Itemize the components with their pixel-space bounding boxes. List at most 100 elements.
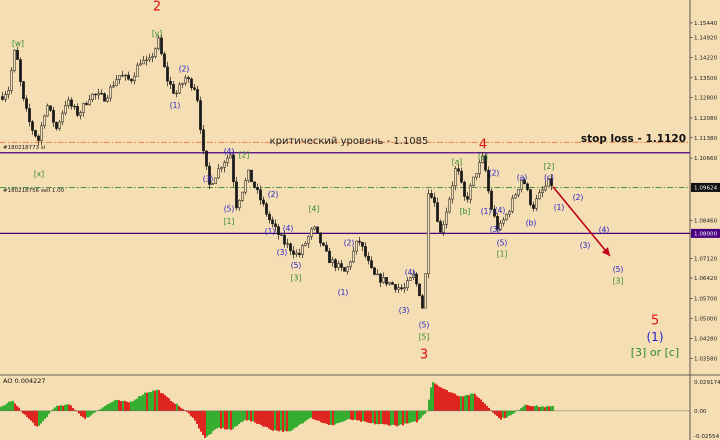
candle-body	[136, 64, 139, 77]
wave-label: [w]	[12, 39, 24, 48]
ao-bar	[294, 410, 296, 428]
ao-bar	[288, 410, 290, 432]
ao-bar	[522, 406, 524, 411]
ao-bar	[520, 408, 522, 411]
ao-bar	[368, 410, 370, 423]
ao-bar	[342, 410, 344, 422]
ao-bar	[534, 405, 536, 411]
ao-bar	[234, 410, 236, 427]
ao-bar	[490, 410, 492, 411]
wave-label: 2	[153, 0, 161, 15]
ao-bar	[324, 410, 326, 424]
wave-label: [y]	[152, 29, 162, 38]
price-axis-tick-label: 1.08000	[694, 231, 718, 237]
ao-axis-tick-label: 0.00	[694, 409, 707, 415]
candle-body	[502, 219, 505, 224]
price-axis-tick-label: 1.10660	[694, 156, 718, 162]
ao-bar	[286, 410, 288, 432]
ao-bar	[390, 410, 392, 426]
wave-label: 4	[479, 137, 487, 152]
candle-body	[232, 154, 235, 183]
ao-bar	[512, 410, 514, 414]
wave-label: [2]	[239, 151, 250, 160]
candle-body	[493, 208, 496, 217]
wave-label: [3]	[613, 276, 624, 285]
candle-body	[211, 183, 214, 185]
candle-body	[247, 169, 250, 181]
ao-bar	[130, 401, 132, 411]
ao-bar	[160, 392, 162, 411]
candle-body	[280, 234, 283, 236]
candle-body	[64, 105, 67, 114]
candle-body	[364, 246, 367, 257]
ao-bar	[510, 410, 512, 416]
ao-bar	[86, 410, 88, 418]
candle-body	[88, 99, 91, 105]
ao-bar	[168, 398, 170, 411]
ao-bar	[262, 410, 264, 427]
ao-bar	[52, 409, 54, 411]
candle-body	[328, 250, 331, 263]
ao-bar	[310, 410, 312, 418]
candle-body	[202, 129, 205, 152]
ao-bar	[388, 410, 390, 426]
candle-body	[235, 181, 238, 209]
ao-bar	[538, 407, 540, 411]
ao-bar	[290, 410, 292, 432]
candle-body	[391, 282, 394, 285]
candle-body	[154, 48, 157, 57]
candle-body	[517, 188, 520, 196]
price-axis-tick-label: 1.15440	[694, 21, 718, 27]
ao-bar	[170, 400, 172, 411]
ao-bar	[228, 410, 230, 430]
candle-body	[256, 187, 259, 190]
candle-body	[52, 109, 55, 123]
ao-bar	[32, 410, 34, 423]
candle-body	[160, 37, 163, 55]
ao-bar	[412, 410, 414, 422]
ao-bar	[146, 392, 148, 411]
ao-bar	[544, 407, 546, 411]
candle-body	[523, 179, 526, 185]
candle-body	[388, 282, 391, 285]
ao-bar	[308, 410, 310, 419]
candle-body	[187, 77, 190, 80]
candle-body	[430, 193, 433, 198]
candle-body	[460, 170, 463, 183]
ao-bar	[12, 400, 14, 411]
ao-bar	[444, 389, 446, 411]
candle-body	[271, 219, 274, 225]
ao-bar	[456, 395, 458, 411]
candle-body	[400, 287, 403, 290]
price-axis-tick-label: 1.05000	[694, 316, 718, 322]
ao-bar	[446, 389, 448, 411]
ao-bar	[426, 410, 428, 412]
price-axis-tick-label: 1.12800	[694, 96, 718, 102]
ao-bar	[70, 405, 72, 411]
ao-bar	[488, 407, 490, 411]
candle-body	[199, 100, 202, 130]
ao-bar	[46, 410, 48, 418]
ao-bar	[528, 405, 530, 411]
wave-label: (3)	[399, 306, 410, 315]
candle-body	[55, 122, 58, 129]
ao-bar	[416, 410, 418, 423]
candle-body	[163, 53, 166, 68]
candle-body	[142, 60, 145, 65]
ao-bar	[474, 393, 476, 411]
candle-body	[124, 74, 127, 77]
candle-body	[118, 75, 121, 80]
candle-body	[277, 226, 280, 235]
ao-bar	[280, 410, 282, 431]
ao-bar	[98, 409, 100, 411]
ao-bar	[122, 400, 124, 411]
ao-bar	[232, 410, 234, 430]
wave-label: (5)	[497, 238, 508, 247]
candle-body	[463, 181, 466, 197]
candle-body	[361, 241, 364, 247]
ao-bar	[110, 402, 112, 411]
ao-bar	[210, 410, 212, 435]
candle-body	[76, 106, 79, 116]
